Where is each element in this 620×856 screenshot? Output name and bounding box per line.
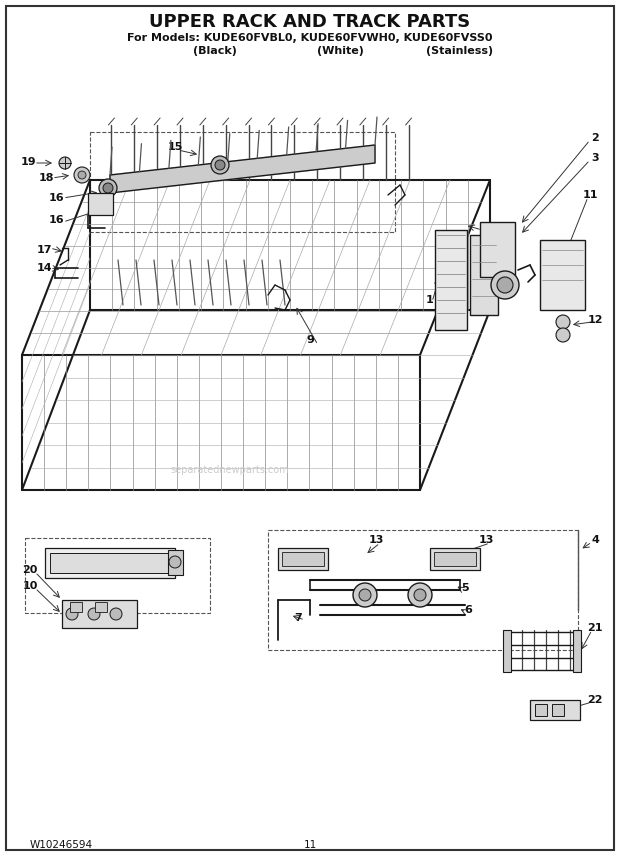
Text: 10: 10 xyxy=(22,581,38,591)
Circle shape xyxy=(59,157,71,169)
Text: 9: 9 xyxy=(480,223,488,233)
Circle shape xyxy=(103,183,113,193)
Text: 7: 7 xyxy=(294,613,302,623)
Bar xyxy=(573,630,581,672)
Bar xyxy=(535,704,547,716)
Bar xyxy=(268,530,578,650)
Bar xyxy=(282,552,324,566)
Bar xyxy=(45,548,175,578)
Bar xyxy=(430,548,480,570)
Circle shape xyxy=(353,583,377,607)
Bar xyxy=(50,553,175,573)
Text: 13: 13 xyxy=(478,535,494,545)
Bar xyxy=(88,193,113,215)
Circle shape xyxy=(99,179,117,197)
Circle shape xyxy=(359,589,371,601)
Bar xyxy=(95,602,107,612)
Circle shape xyxy=(78,171,86,179)
Text: 20: 20 xyxy=(22,565,38,575)
Bar xyxy=(503,630,511,672)
Bar xyxy=(90,132,395,232)
Text: 8: 8 xyxy=(456,253,464,263)
Text: 18: 18 xyxy=(38,173,54,183)
Circle shape xyxy=(556,328,570,342)
Text: 14: 14 xyxy=(36,263,52,273)
Bar xyxy=(552,704,564,716)
Text: 13: 13 xyxy=(368,535,384,545)
Text: 4: 4 xyxy=(591,535,599,545)
Text: 6: 6 xyxy=(464,605,472,615)
Circle shape xyxy=(215,160,225,170)
Text: 16: 16 xyxy=(48,193,64,203)
Bar xyxy=(540,240,585,310)
Circle shape xyxy=(556,315,570,329)
Circle shape xyxy=(74,167,90,183)
Circle shape xyxy=(414,589,426,601)
Text: 11: 11 xyxy=(582,190,598,200)
Text: W10246594: W10246594 xyxy=(30,840,93,850)
Text: For Models: KUDE60FVBL0, KUDE60FVWH0, KUDE60FVSS0: For Models: KUDE60FVBL0, KUDE60FVWH0, KU… xyxy=(127,33,493,43)
Text: 16: 16 xyxy=(48,215,64,225)
Bar xyxy=(530,700,580,720)
Text: 2: 2 xyxy=(591,133,599,143)
Text: 12: 12 xyxy=(587,315,603,325)
Text: 9: 9 xyxy=(306,335,314,345)
Text: (White): (White) xyxy=(317,46,363,56)
Text: 5: 5 xyxy=(461,583,469,593)
Text: separatednewparts.com: separatednewparts.com xyxy=(170,465,290,475)
Text: 1: 1 xyxy=(426,295,434,305)
Bar xyxy=(470,235,498,315)
Circle shape xyxy=(110,608,122,620)
Circle shape xyxy=(169,556,181,568)
Text: 21: 21 xyxy=(587,623,603,633)
Text: (Black): (Black) xyxy=(193,46,237,56)
Bar xyxy=(62,600,137,628)
Text: UPPER RACK AND TRACK PARTS: UPPER RACK AND TRACK PARTS xyxy=(149,13,471,31)
Text: (Stainless): (Stainless) xyxy=(427,46,494,56)
Polygon shape xyxy=(110,145,375,193)
Text: 22: 22 xyxy=(587,695,603,705)
Circle shape xyxy=(491,271,519,299)
Circle shape xyxy=(408,583,432,607)
Text: 3: 3 xyxy=(591,153,599,163)
Bar xyxy=(480,222,515,277)
Circle shape xyxy=(211,156,229,174)
Bar xyxy=(435,230,467,330)
Circle shape xyxy=(66,608,78,620)
Bar xyxy=(25,538,210,613)
Circle shape xyxy=(497,277,513,293)
Bar xyxy=(434,552,476,566)
Text: 11: 11 xyxy=(303,840,317,850)
Bar xyxy=(70,602,82,612)
Bar xyxy=(278,548,328,570)
Text: 19: 19 xyxy=(21,157,37,167)
Text: 15: 15 xyxy=(167,142,183,152)
Circle shape xyxy=(88,608,100,620)
Text: 17: 17 xyxy=(36,245,51,255)
Bar xyxy=(168,550,183,575)
